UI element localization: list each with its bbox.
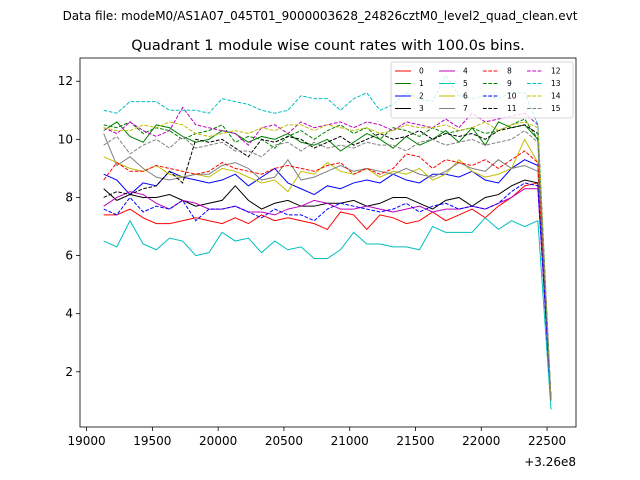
legend-label-7: 7 xyxy=(463,104,468,113)
x-tick-label-22500: 22500 xyxy=(528,434,566,448)
legend-label-8: 8 xyxy=(507,67,512,76)
series-line-4 xyxy=(103,188,552,401)
series-line-7 xyxy=(103,133,552,401)
series-line-11 xyxy=(103,124,552,401)
y-tick-label-2: 2 xyxy=(65,365,73,379)
x-offset-label: +3.26e8 xyxy=(524,455,576,469)
series-line-15 xyxy=(103,130,552,401)
legend-label-5: 5 xyxy=(463,79,468,88)
legend-label-2: 2 xyxy=(419,92,424,101)
plot-area: 19000 19500 20000 20500 21000 21500 22000 22500… xyxy=(58,57,577,448)
series-line-14 xyxy=(103,121,552,401)
series-line-10 xyxy=(103,182,552,401)
x-tick-label-19000: 19000 xyxy=(67,434,105,448)
series-line-1 xyxy=(103,121,552,401)
legend-label-15: 15 xyxy=(551,104,561,113)
series-line-13 xyxy=(103,74,552,401)
series-line-12 xyxy=(103,106,552,401)
chart-title: Quadrant 1 module wise count rates with … xyxy=(131,38,525,54)
series-line-6 xyxy=(103,138,552,401)
y-tick-label-10: 10 xyxy=(58,132,73,146)
x-tick-label-22000: 22000 xyxy=(462,434,500,448)
y-tick-label-12: 12 xyxy=(58,74,73,88)
legend-label-14: 14 xyxy=(551,92,561,101)
axes-frame xyxy=(79,57,577,428)
legend-label-11: 11 xyxy=(507,104,517,113)
series-line-8 xyxy=(103,150,552,401)
y-tick-label-8: 8 xyxy=(65,190,73,204)
x-tick-label-21500: 21500 xyxy=(396,434,434,448)
series-line-3 xyxy=(103,179,552,401)
legend-label-4: 4 xyxy=(463,67,468,76)
x-tick-label-21000: 21000 xyxy=(331,434,369,448)
suptitle: Data file: modeM0/AS1A07_045T01_90000036… xyxy=(63,9,578,23)
legend-label-13: 13 xyxy=(551,79,561,88)
series-line-9 xyxy=(103,118,552,401)
legend-label-10: 10 xyxy=(507,92,517,101)
y-tick-label-4: 4 xyxy=(65,307,73,321)
x-tick-label-19500: 19500 xyxy=(133,434,171,448)
series-line-5 xyxy=(103,217,552,410)
legend-label-1: 1 xyxy=(419,79,424,88)
x-tick-label-20000: 20000 xyxy=(199,434,237,448)
x-tick-label-20500: 20500 xyxy=(265,434,303,448)
series-line-0 xyxy=(103,182,552,401)
legend-label-12: 12 xyxy=(551,67,561,76)
legend-box xyxy=(390,61,574,119)
y-tick-label-6: 6 xyxy=(65,249,73,263)
legend-label-0: 0 xyxy=(419,67,424,76)
legend-label-6: 6 xyxy=(463,92,468,101)
series-line-2 xyxy=(103,159,552,401)
legend-label-9: 9 xyxy=(507,79,512,88)
legend-label-3: 3 xyxy=(419,104,424,113)
